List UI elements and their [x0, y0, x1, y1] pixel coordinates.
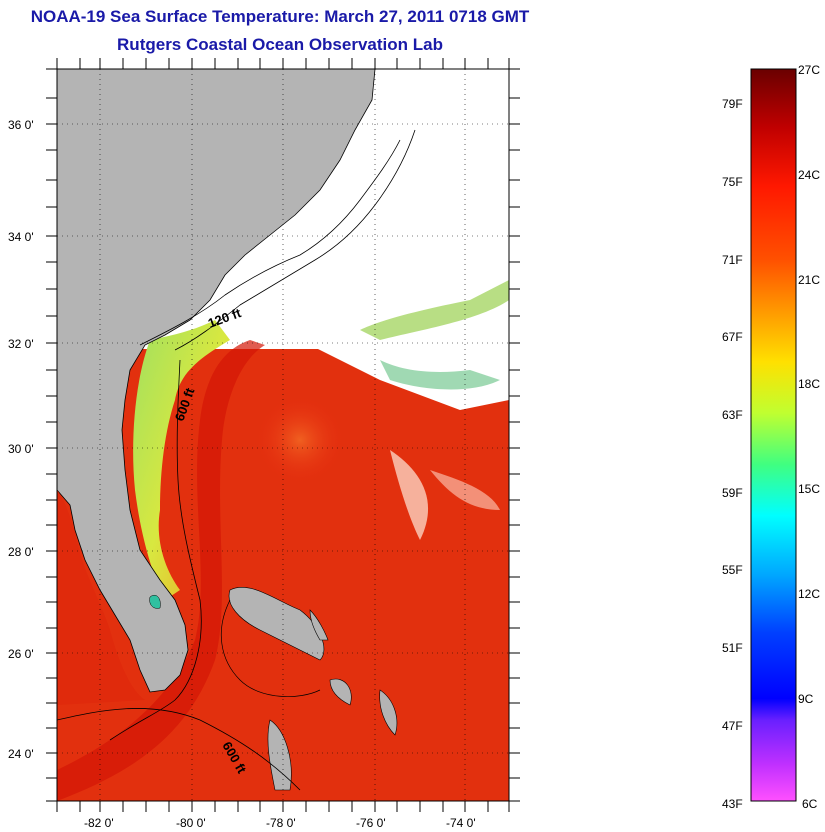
colorbar-c-label: 18C — [798, 377, 820, 391]
land-mass — [57, 69, 376, 693]
colorbar-f-label: 71F — [722, 253, 743, 267]
colorbar-f-label: 51F — [722, 641, 743, 655]
lon-label: -80 0' — [176, 816, 206, 830]
lon-label: -78 0' — [266, 816, 296, 830]
lat-label: 36 0' — [8, 118, 34, 132]
colorbar-c-label: 12C — [798, 587, 820, 601]
lat-label: 26 0' — [8, 647, 34, 661]
colorbar-f-label: 47F — [722, 719, 743, 733]
colorbar-c-label: 24C — [798, 168, 820, 182]
colorbar-f-label: 63F — [722, 408, 743, 422]
lon-label: -74 0' — [446, 816, 476, 830]
colorbar-f-label: 75F — [722, 175, 743, 189]
map-title: NOAA-19 Sea Surface Temperature: March 2… — [30, 7, 530, 26]
map-subtitle: Rutgers Coastal Ocean Observation Lab — [117, 35, 443, 54]
coastal-water — [133, 320, 230, 600]
island — [267, 719, 292, 791]
contour-120ft — [139, 139, 401, 346]
colorbar-f-label: 55F — [722, 563, 743, 577]
contour-600ft — [174, 129, 416, 351]
colorbar — [750, 68, 797, 802]
tick-marks — [46, 58, 520, 812]
bahamas-bank — [228, 586, 325, 661]
lat-label: 32 0' — [8, 337, 34, 351]
cold-edge — [360, 280, 509, 340]
colorbar-f-label: 59F — [722, 486, 743, 500]
colorbar-c-label: 27C — [798, 63, 820, 77]
lat-label: 34 0' — [8, 230, 34, 244]
gulf-stream — [57, 340, 265, 801]
lon-label: -82 0' — [84, 816, 114, 830]
lat-label: 28 0' — [8, 545, 34, 559]
lat-label: 24 0' — [8, 747, 34, 761]
colorbar-c-label: 21C — [798, 273, 820, 287]
colorbar-f-label: 79F — [722, 97, 743, 111]
lon-label: -76 0' — [356, 816, 386, 830]
lat-label: 30 0' — [8, 442, 34, 456]
colorbar-f-label: 67F — [722, 330, 743, 344]
warm-eddy — [255, 395, 345, 485]
colorbar-c-label: 6C — [802, 797, 818, 811]
graticule — [57, 69, 509, 801]
colorbar-c-label: 15C — [798, 482, 820, 496]
colorbar-c-label: 9C — [798, 692, 814, 706]
colorbar-f-label: 43F — [722, 797, 743, 811]
gulf-of-mexico — [57, 490, 145, 705]
